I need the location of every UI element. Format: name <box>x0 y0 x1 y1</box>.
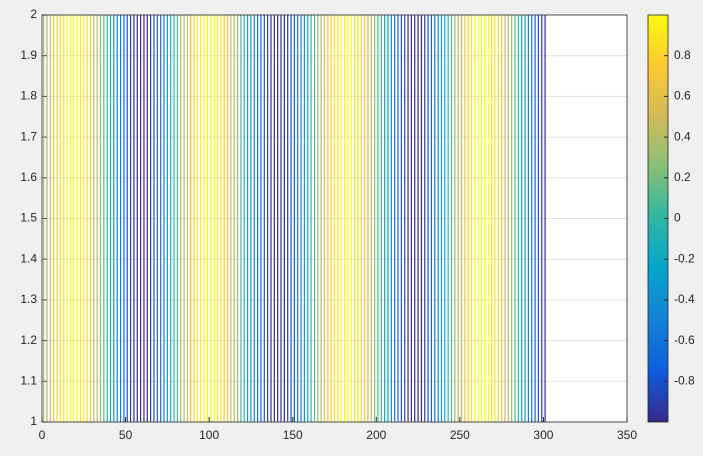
colorbar-tick-label: -0.6 <box>674 333 695 347</box>
y-tick-label: 1.2 <box>20 333 37 347</box>
x-tick-label: 350 <box>617 428 637 442</box>
colorbar-tick-label: 0 <box>674 211 681 225</box>
x-tick-label: 0 <box>39 428 46 442</box>
x-tick-label: 100 <box>199 428 219 442</box>
x-tick-label: 200 <box>366 428 386 442</box>
colorbar-tick-label: -0.4 <box>674 292 695 306</box>
y-tick-label: 1.5 <box>20 211 37 225</box>
y-tick-label: 1.4 <box>20 251 37 265</box>
y-tick-label: 1.6 <box>20 170 37 184</box>
y-tick-label: 1.8 <box>20 89 37 103</box>
colorbar-tick-label: 0.6 <box>674 89 691 103</box>
y-tick-label: 1 <box>30 414 37 428</box>
x-tick-label: 300 <box>533 428 553 442</box>
x-tick-label: 50 <box>119 428 133 442</box>
y-tick-label: 1.7 <box>20 129 37 143</box>
colorbar-tick-label: -0.8 <box>674 373 695 387</box>
axes-box <box>41 14 628 423</box>
x-tick-label: 250 <box>450 428 470 442</box>
colorbar-tick-label: 0.4 <box>674 129 691 143</box>
colorbar-tick-label: 0.2 <box>674 170 691 184</box>
colorbar-tick-label: 0.8 <box>674 48 691 62</box>
y-tick-label: 1.3 <box>20 292 37 306</box>
x-tick-label: 150 <box>283 428 303 442</box>
y-tick-label: 2 <box>30 7 37 21</box>
y-tick-label: 1.9 <box>20 48 37 62</box>
y-tick-label: 1.1 <box>20 373 37 387</box>
colorbar-tick-label: -0.2 <box>674 251 695 265</box>
